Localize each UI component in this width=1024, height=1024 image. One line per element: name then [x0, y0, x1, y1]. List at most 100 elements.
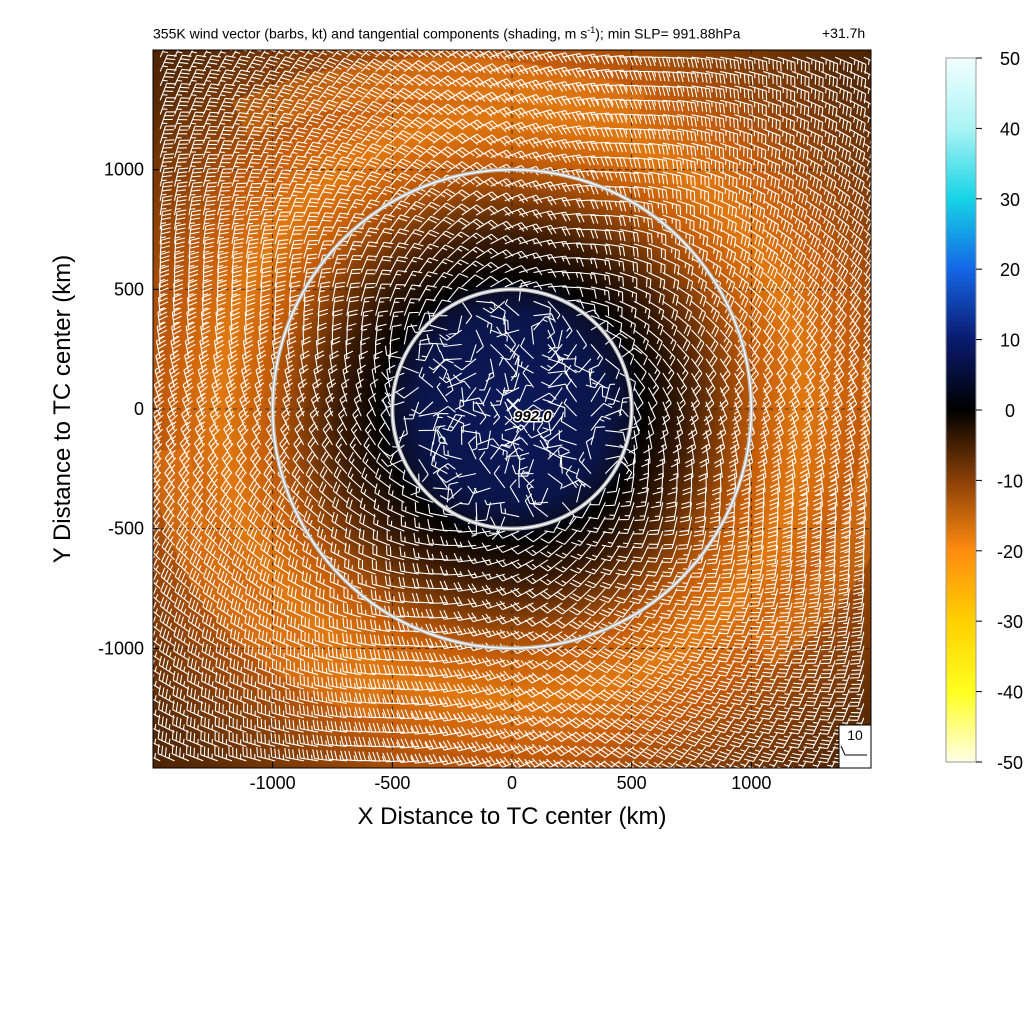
wind-barb-feather — [144, 700, 146, 709]
wind-barb-feather — [597, 765, 601, 768]
wind-barb-staff — [695, 688, 707, 705]
wind-barb-feather — [503, 685, 511, 694]
wind-barb-feather — [278, 734, 281, 745]
wind-barb-feather — [442, 726, 449, 736]
wind-barb-half-feather — [524, 758, 529, 764]
wind-barb-feather — [701, 701, 711, 705]
wind-barb — [817, 746, 836, 764]
wind-barb-feather — [615, 693, 625, 700]
wind-barb-feather — [528, 731, 536, 739]
wind-barb-feather — [475, 697, 482, 707]
wind-barb-half-feather — [827, 707, 833, 710]
wind-barb — [186, 685, 204, 704]
wind-barb-feather — [362, 736, 367, 747]
wind-barb-feather — [510, 703, 518, 712]
wind-barb-feather — [386, 723, 391, 733]
wind-barb-feather — [414, 681, 420, 691]
wind-barb-staff — [243, 726, 261, 733]
wind-barb-feather — [158, 670, 162, 681]
wind-barb — [467, 697, 491, 709]
wind-barb-staff — [828, 688, 836, 707]
wind-barb-staff — [444, 760, 462, 766]
wind-barb-half-feather — [581, 703, 587, 708]
wind-barb-staff — [531, 688, 549, 698]
wind-barb-half-feather — [283, 638, 286, 644]
wind-barb-feather — [190, 673, 193, 683]
wind-barb-feather — [340, 721, 344, 731]
wind-barb — [257, 658, 276, 676]
wind-barb-feather — [542, 675, 551, 683]
wind-barb — [524, 672, 549, 684]
wind-barb-half-feather — [240, 652, 243, 658]
wind-barb-staff — [172, 753, 190, 762]
wind-barb-half-feather — [353, 697, 356, 703]
wind-barb-feather — [446, 696, 453, 706]
wind-barb-staff — [229, 725, 247, 733]
wind-barb — [200, 715, 218, 733]
wind-barb-staff — [187, 650, 204, 661]
wind-barb — [760, 674, 779, 692]
wind-barb-feather — [553, 763, 560, 768]
wind-barb-half-feather — [682, 748, 688, 752]
wind-barb-feather — [306, 749, 309, 760]
wind-barb-feather — [330, 735, 334, 746]
wind-barb-staff — [214, 739, 233, 747]
wind-barb-feather — [763, 696, 774, 699]
wind-barb — [626, 702, 649, 717]
wind-barb-staff — [400, 702, 419, 705]
wind-barb-feather — [641, 712, 651, 718]
wind-barb-half-feather — [197, 666, 200, 672]
wind-barb-feather — [618, 676, 628, 683]
wind-barb-feather — [661, 678, 672, 684]
wind-barb-feather — [446, 739, 453, 749]
wind-barb-half-feather — [595, 746, 601, 751]
wind-barb-feather — [439, 683, 445, 693]
wind-barb — [256, 732, 276, 747]
wind-barb-staff — [186, 724, 204, 733]
wind-barb-staff — [605, 674, 621, 688]
wind-barb-feather — [789, 704, 800, 707]
wind-barb — [539, 744, 563, 756]
wind-barb-staff — [415, 717, 434, 721]
wind-barb-half-feather — [367, 726, 371, 732]
wind-barb-staff — [429, 659, 448, 663]
wind-barb-feather — [165, 718, 168, 728]
wind-barb-feather — [330, 750, 334, 760]
wind-barb — [626, 746, 649, 759]
wind-barb-staff — [415, 659, 434, 662]
wind-barb-feather — [457, 683, 463, 693]
wind-barb-half-feather — [610, 760, 616, 765]
wind-barb-half-feather — [381, 741, 385, 747]
wind-barb-half-feather — [269, 638, 271, 644]
wind-barb-half-feather — [726, 692, 732, 695]
wind-barb — [285, 703, 304, 719]
wind-barb-feather — [428, 740, 435, 749]
wind-barb-feather — [386, 708, 391, 719]
wind-barb-staff — [271, 727, 290, 733]
wind-barb-staff — [158, 723, 175, 733]
wind-barb-feather — [147, 568, 151, 577]
wind-barb-staff — [738, 731, 750, 748]
wind-barb-feather — [176, 643, 180, 653]
wind-barb-feather — [848, 772, 857, 773]
wind-barb-feather — [218, 658, 222, 669]
wind-barb-staff — [153, 742, 161, 747]
wind-barb — [760, 688, 779, 706]
wind-barb — [243, 687, 261, 704]
wind-barb — [655, 746, 678, 760]
wind-barb-feather — [747, 685, 758, 688]
wind-barb-feather — [732, 726, 742, 731]
wind-barb-half-feather — [785, 565, 792, 568]
wind-barb-staff — [743, 760, 750, 768]
wind-barb-feather — [288, 734, 291, 744]
wind-barb-half-feather — [813, 707, 819, 710]
wind-barb-feather — [612, 696, 622, 702]
wind-barb-feather — [400, 680, 406, 690]
wind-barb-feather — [513, 744, 522, 753]
wind-barb-half-feather — [711, 734, 717, 738]
wind-barb-feather — [714, 743, 725, 748]
wind-barb-half-feather — [424, 727, 428, 733]
wind-barb-feather — [748, 709, 759, 713]
wind-barb — [789, 688, 807, 707]
wind-barb-staff — [487, 731, 505, 739]
